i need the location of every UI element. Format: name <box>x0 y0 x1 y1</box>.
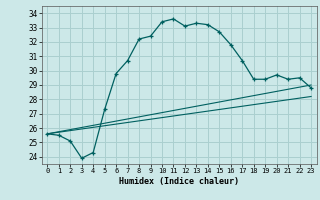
X-axis label: Humidex (Indice chaleur): Humidex (Indice chaleur) <box>119 177 239 186</box>
